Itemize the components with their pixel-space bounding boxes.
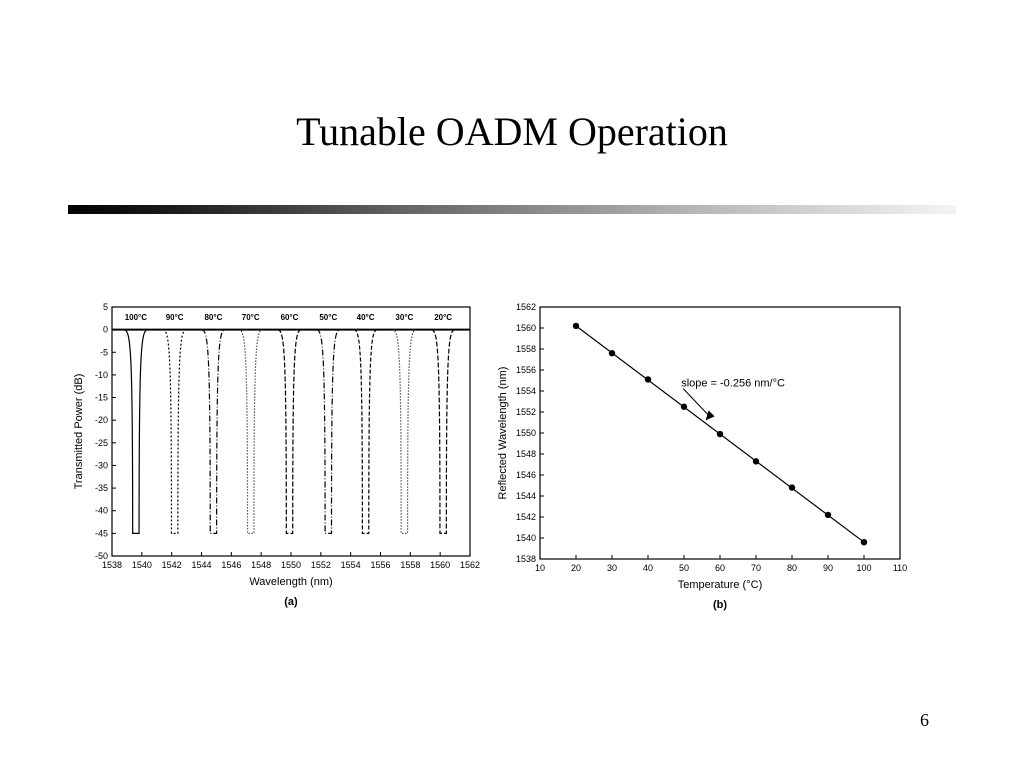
- y-tick-label: -15: [95, 393, 108, 403]
- data-point: [716, 430, 724, 438]
- x-tick-label: 1550: [281, 560, 301, 570]
- x-tick-label: 1562: [460, 560, 480, 570]
- y-axis-label: Reflected Wavelength (nm): [497, 367, 509, 500]
- y-tick-label: 1538: [516, 554, 536, 564]
- x-tick-label: 1540: [132, 560, 152, 570]
- series-label: 90°C: [166, 313, 184, 322]
- notch-series: [431, 329, 456, 534]
- x-tick-label: 30: [607, 563, 617, 573]
- x-tick-label: 70: [751, 563, 761, 573]
- y-tick-label: 1548: [516, 449, 536, 459]
- data-point: [572, 322, 580, 330]
- notch-series: [201, 329, 226, 534]
- y-tick-label: -10: [95, 370, 108, 380]
- x-tick-label: 80: [787, 563, 797, 573]
- series-label: 60°C: [281, 313, 299, 322]
- x-tick-label: 1538: [102, 560, 122, 570]
- series-label: 50°C: [319, 313, 337, 322]
- x-tick-label: 50: [679, 563, 689, 573]
- x-tick-label: 1552: [311, 560, 331, 570]
- x-tick-label: 20: [571, 563, 581, 573]
- y-tick-label: 1550: [516, 428, 536, 438]
- series-label: 80°C: [204, 313, 222, 322]
- x-tick-label: 90: [823, 563, 833, 573]
- data-point: [752, 458, 760, 465]
- y-tick-label: -25: [95, 438, 108, 448]
- y-tick-label: 1560: [516, 323, 536, 333]
- notch-series: [123, 329, 148, 534]
- x-tick-label: 110: [893, 563, 907, 573]
- series-label: 20°C: [434, 313, 452, 322]
- chart-b: 10 20 30 40 50 60 70 80 90 100 110 1538 1540 1542 1544…: [497, 302, 907, 611]
- x-tick-label: 100: [856, 563, 871, 573]
- page-number: 6: [920, 710, 929, 730]
- y-tick-label: 1542: [516, 512, 536, 522]
- y-tick-label: -45: [95, 528, 108, 538]
- data-point: [644, 376, 652, 383]
- chart-a: 1538 1540 1542 1544 1546 1548 1550 1552 1554 1556…: [73, 302, 480, 608]
- panel-label: (a): [284, 596, 298, 608]
- y-tick-label: -30: [95, 460, 108, 470]
- x-tick-label: 40: [643, 563, 653, 573]
- notch-series: [316, 329, 341, 534]
- x-axis-label: Wavelength (nm): [249, 576, 332, 588]
- y-tick-label: 1558: [516, 344, 536, 354]
- notch-series: [238, 329, 263, 534]
- y-tick-label: -5: [100, 347, 108, 357]
- x-tick-label: 1558: [400, 560, 420, 570]
- y-tick-label: 5: [103, 302, 108, 312]
- y-tick-label: -50: [95, 551, 108, 561]
- y-tick-label: 1556: [516, 365, 536, 375]
- title-divider-bar: [68, 205, 956, 214]
- y-tick-label: -20: [95, 415, 108, 425]
- x-tick-label: 10: [535, 563, 545, 573]
- series-label: 40°C: [357, 313, 375, 322]
- y-tick-label: 1546: [516, 470, 536, 480]
- y-tick-label: 1552: [516, 407, 536, 417]
- notch-series: [277, 329, 302, 534]
- slope-annotation: slope = -0.256 nm/°C: [681, 378, 785, 390]
- data-point: [788, 484, 796, 491]
- x-tick-label: 60: [715, 563, 725, 573]
- data-point: [824, 511, 832, 519]
- annotation-arrow: [682, 388, 710, 417]
- slide-title: Tunable OADM Operation: [296, 109, 728, 154]
- x-axis-label: Temperature (°C): [678, 579, 762, 591]
- y-tick-label: 1554: [516, 386, 536, 396]
- x-tick-label: 1556: [370, 560, 390, 570]
- annotation-arrowhead: [705, 410, 715, 421]
- y-tick-label: 1562: [516, 302, 536, 312]
- panel-label: (b): [713, 599, 727, 611]
- x-tick-label: 1554: [341, 560, 361, 570]
- data-point: [680, 403, 688, 410]
- x-tick-label: 1546: [221, 560, 241, 570]
- notch-series: [392, 329, 417, 534]
- series-label: 70°C: [242, 313, 260, 322]
- data-point: [860, 539, 868, 546]
- series-label: 100°C: [125, 313, 148, 322]
- series-label: 30°C: [395, 313, 413, 322]
- notch-series: [353, 329, 378, 534]
- data-point: [608, 350, 616, 357]
- y-tick-label: 0: [103, 325, 108, 335]
- plot-frame: [111, 306, 471, 557]
- x-tick-label: 1548: [251, 560, 271, 570]
- notch-series: [162, 329, 187, 534]
- y-tick-label: -35: [95, 483, 108, 493]
- x-tick-label: 1542: [162, 560, 182, 570]
- y-tick-label: -40: [95, 506, 108, 516]
- x-tick-label: 1544: [191, 560, 211, 570]
- y-axis-label: Transmitted Power (dB): [73, 374, 85, 490]
- y-tick-label: 1540: [516, 533, 536, 543]
- y-tick-label: 1544: [516, 491, 536, 501]
- x-tick-label: 1560: [430, 560, 450, 570]
